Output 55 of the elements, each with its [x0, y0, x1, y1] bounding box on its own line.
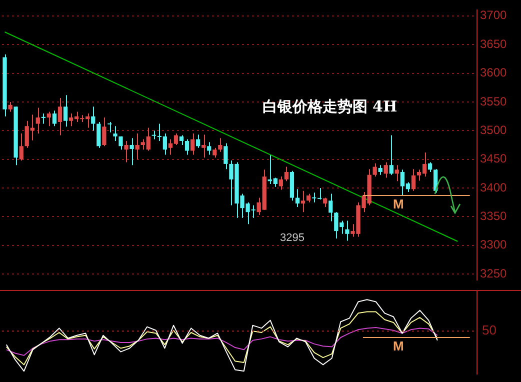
y-tick-label: 3450: [480, 152, 508, 166]
y-tick-label: 3550: [480, 94, 508, 108]
candlestick: [184, 138, 190, 156]
candlestick: [196, 134, 200, 148]
candlestick: [218, 138, 222, 152]
candlestick: [118, 136, 123, 150]
candlestick: [36, 107, 40, 134]
candlestick: [411, 168, 416, 192]
candlestick: [58, 97, 62, 136]
candlestick: [102, 116, 106, 147]
candlestick: [278, 176, 283, 190]
candlestick: [152, 130, 156, 140]
candlestick: [378, 164, 382, 176]
candlestick: [135, 133, 140, 160]
candlestick: [113, 126, 118, 142]
candlestick: [372, 162, 377, 178]
candlestick: [328, 193, 333, 222]
candlestick: [224, 142, 228, 170]
candlestick: [108, 122, 112, 133]
candlestick: [124, 140, 128, 163]
y-tick-label: 3600: [480, 66, 508, 80]
candlestick: [46, 111, 52, 127]
y-tick-label: 3700: [480, 8, 508, 22]
candlestick: [323, 197, 328, 208]
candlestick: [179, 134, 184, 146]
annotation: 3295: [280, 232, 304, 244]
candlestick: [130, 138, 134, 166]
candlestick: [384, 162, 388, 178]
candlestick: [63, 94, 68, 128]
candlestick: [345, 220, 350, 242]
candlestick: [212, 147, 217, 158]
candlestick: [295, 188, 300, 208]
candlestick: [300, 190, 306, 213]
y-tick-label: 3250: [480, 266, 508, 280]
text: 50: [482, 322, 496, 338]
candlestick: [207, 142, 212, 156]
candlestick: [8, 101, 12, 112]
candlestick: [19, 133, 24, 161]
candlestick: [91, 106, 96, 132]
candlestick: [52, 110, 57, 127]
candlestick: [190, 133, 195, 156]
y-tick-label: 3400: [480, 180, 508, 194]
ref-line-label: M: [393, 196, 404, 212]
y-tick-label: 3350: [480, 209, 508, 224]
candlestick: [394, 164, 399, 182]
y-tick-label: 3500: [480, 122, 508, 137]
candlestick: [428, 162, 432, 172]
candlestick: [389, 134, 394, 176]
y-tick-label: 3300: [480, 238, 508, 252]
y-tick-label: 3650: [480, 36, 508, 51]
ref-line-label: M: [393, 338, 404, 354]
candlestick: [202, 134, 206, 158]
candlestick: [96, 122, 101, 148]
text: 白银价格走势图 4H: [262, 98, 398, 116]
candlestick: [284, 166, 289, 182]
